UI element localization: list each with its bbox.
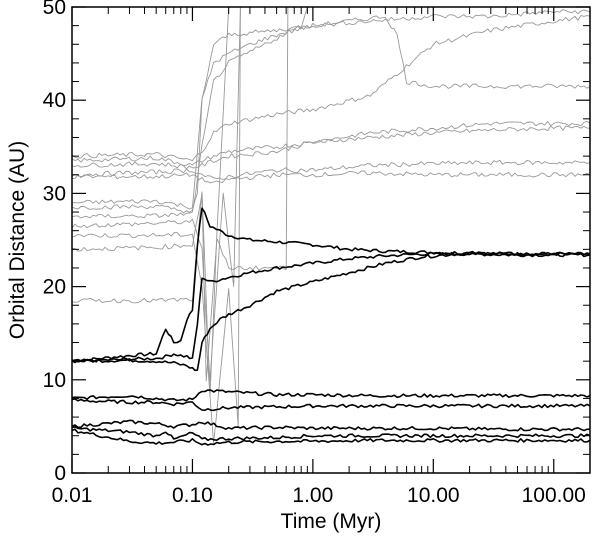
y-tick-label-2: 20 [43, 276, 66, 299]
x-tick-label-0: 0.01 [52, 484, 93, 507]
y-tick-label-3: 30 [43, 182, 66, 205]
planet-series-line-5 [71, 419, 591, 432]
planetesimal-series-line-13 [71, 15, 591, 210]
planetesimal-series-group [71, 6, 591, 444]
planetesimal-series-line-17 [71, 6, 241, 444]
x-tick-label-4: 100.00 [522, 484, 586, 507]
y-tick-label-4: 40 [43, 89, 66, 112]
planetesimal-series-line-18 [71, 6, 289, 382]
planetesimal-series-line-11 [71, 159, 591, 180]
planet-series-line-1 [71, 251, 591, 363]
planetesimal-series-line-9 [71, 120, 591, 166]
planet-series-group [71, 207, 591, 446]
x-axis-title: Time (Myr) [281, 510, 382, 533]
y-tick-label-0: 0 [54, 462, 66, 485]
planet-series-line-3 [71, 389, 591, 402]
y-tick-label-5: 50 [43, 0, 66, 19]
planetesimal-series-line-15 [71, 6, 308, 219]
y-axis-ticks: 0 10 20 30 40 50 [43, 0, 590, 485]
planet-series-line-0 [71, 207, 590, 363]
planetesimal-series-line-14 [71, 9, 591, 214]
plot-frame [71, 6, 591, 474]
planetesimal-series-line-19 [71, 6, 230, 397]
x-tick-label-1: 0.10 [172, 484, 213, 507]
x-tick-label-2: 1.00 [292, 484, 333, 507]
planetesimal-series-line-10 [71, 125, 591, 170]
x-tick-label-3: 10.00 [407, 484, 460, 507]
x-axis-ticks: 0.01 0.10 1.00 10.00 100.00 [52, 7, 586, 507]
planet-series-line-4 [71, 398, 591, 412]
planet-series-line-7 [71, 428, 591, 446]
planet-series-line-2 [71, 250, 591, 372]
planetesimal-series-line-16 [71, 6, 241, 382]
y-tick-label-1: 10 [43, 369, 66, 392]
planetesimal-series-line-8 [71, 15, 591, 162]
planet-series-line-6 [71, 426, 591, 442]
y-axis-title: Orbital Distance (AU) [6, 141, 29, 339]
planetesimal-series-line-12 [71, 170, 591, 184]
